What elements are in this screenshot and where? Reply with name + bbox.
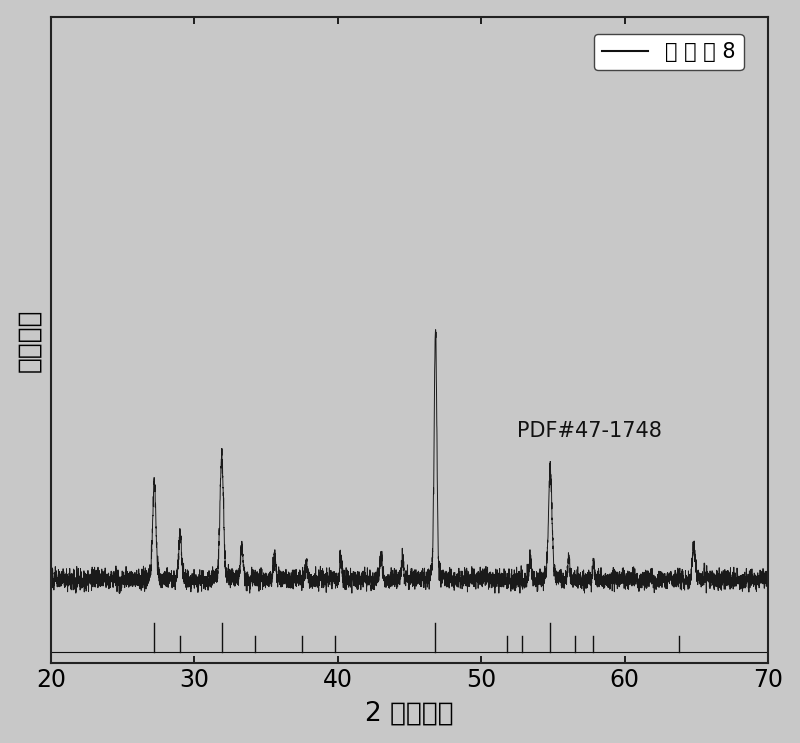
Y-axis label: 相对强度: 相对强度	[17, 308, 42, 372]
Legend: 实 施 例 8: 实 施 例 8	[594, 33, 743, 71]
Text: PDF#47-1748: PDF#47-1748	[518, 421, 662, 441]
X-axis label: 2 倍衍射角: 2 倍衍射角	[366, 701, 454, 727]
